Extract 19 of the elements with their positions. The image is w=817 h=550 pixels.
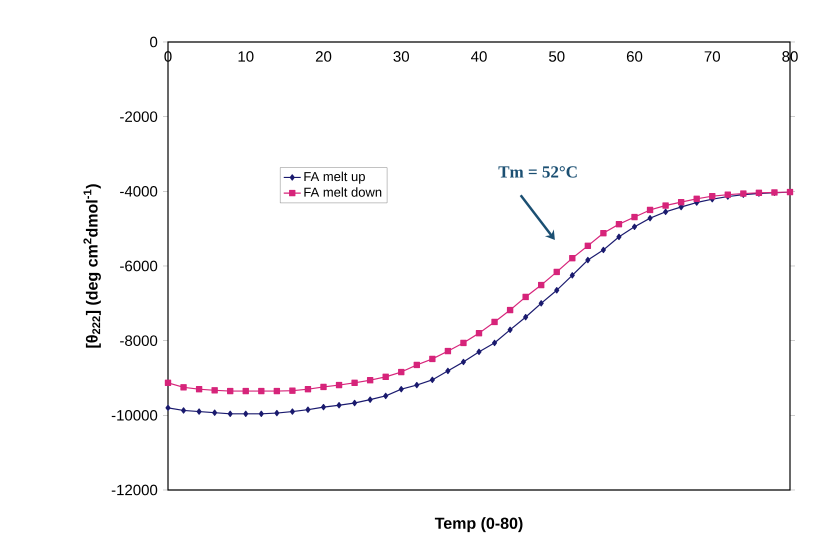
y-tick-label: -4000 bbox=[120, 186, 158, 197]
x-tick-label: 20 bbox=[316, 51, 332, 62]
x-axis-title: Temp (0-80) bbox=[434, 517, 522, 532]
x-tick-label: 40 bbox=[471, 51, 487, 62]
y-tick-label: -6000 bbox=[120, 260, 158, 272]
x-tick-label: 50 bbox=[549, 51, 564, 62]
y-tick-label: -2000 bbox=[120, 111, 158, 122]
y-tick-label: -8000 bbox=[120, 335, 158, 346]
legend-label: FA melt up bbox=[304, 172, 365, 184]
x-tick-label: 60 bbox=[626, 51, 642, 62]
annotation: Tm = 52°C bbox=[498, 166, 577, 178]
x-tick-label: 10 bbox=[238, 51, 254, 62]
y-tick-label: -12000 bbox=[112, 484, 158, 496]
legend-label: FA melt down bbox=[304, 187, 382, 197]
y-tick-label: -10000 bbox=[112, 410, 158, 421]
x-tick-label: 70 bbox=[704, 51, 720, 62]
x-tick-label: 30 bbox=[393, 51, 409, 62]
y-axis-title: [θ$_{222}$] (deg cm$^{2}$dmol$^{-1}$) bbox=[83, 184, 101, 348]
y-tick-label: 0 bbox=[150, 36, 158, 48]
